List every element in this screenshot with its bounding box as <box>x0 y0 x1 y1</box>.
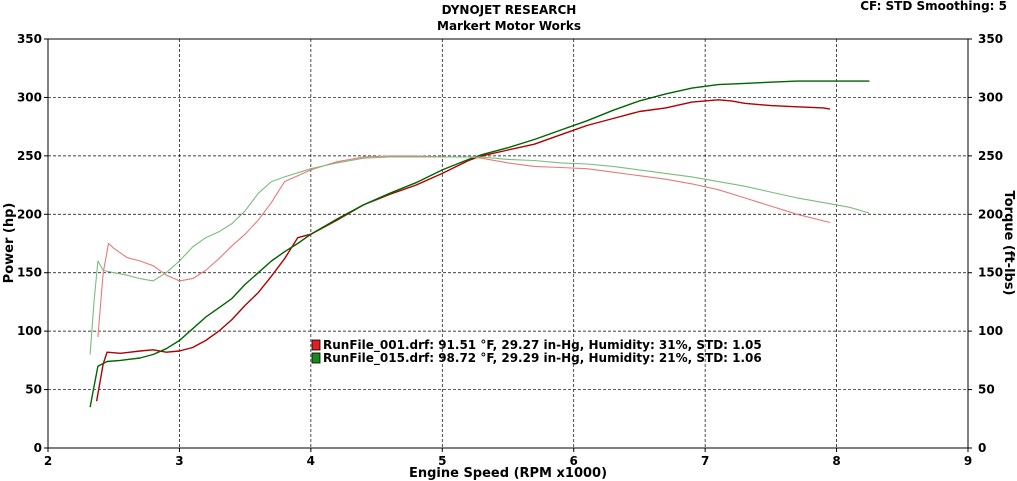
y-tick-label-right: 150 <box>978 266 1003 280</box>
y-tick-label-left: 150 <box>17 266 42 280</box>
legend-label-run-001: RunFile_001.drf: 91.51 °F, 29.27 in-Hg, … <box>323 338 762 353</box>
chart-subtitle: Markert Motor Works <box>437 19 581 33</box>
legend-item-run-015: RunFile_015.drf: 98.72 °F, 29.29 in-Hg, … <box>311 351 762 366</box>
y-tick-label-right: 0 <box>978 441 986 455</box>
settings-readout: CF: STD Smoothing: 5 <box>860 0 1007 13</box>
series-layer <box>89 80 870 408</box>
y-tick-label-right: 250 <box>978 149 1003 163</box>
y-tick-label-left: 300 <box>17 90 42 104</box>
x-tick-label: 4 <box>307 454 315 468</box>
y-tick-label-right: 100 <box>978 324 1003 338</box>
y-tick-label-left: 350 <box>17 32 42 46</box>
x-tick-label: 3 <box>175 454 183 468</box>
x-axis-label: Engine Speed (RPM x1000) <box>409 466 607 481</box>
y-tick-label-right: 200 <box>978 207 1003 221</box>
y-tick-label-left: 0 <box>34 441 42 455</box>
legend-label-run-015: RunFile_015.drf: 98.72 °F, 29.29 in-Hg, … <box>323 351 762 366</box>
torque-line-runfile-015 <box>89 156 870 355</box>
y-tick-label-right: 300 <box>978 90 1003 104</box>
legend: RunFile_001.drf: 91.51 °F, 29.27 in-Hg, … <box>311 338 762 366</box>
y-tick-label-left: 100 <box>17 324 42 338</box>
x-tick-label: 2 <box>44 454 52 468</box>
x-tick-label: 9 <box>964 454 972 468</box>
power-line-runfile-015 <box>89 80 870 408</box>
torque-line-runfile-001 <box>97 155 831 338</box>
x-tick-label: 8 <box>832 454 840 468</box>
grid <box>48 39 968 448</box>
chart-title: DYNOJET RESEARCH <box>442 3 577 17</box>
x-tick-label: 5 <box>438 454 446 468</box>
x-tick-label: 7 <box>701 454 709 468</box>
y-tick-label-left: 250 <box>17 149 42 163</box>
y-tick-label-right: 50 <box>978 383 995 397</box>
y-tick-label-right: 350 <box>978 32 1003 46</box>
x-tick-label: 6 <box>570 454 578 468</box>
axis-ticks: 0 0 50 50 100 100 150 150 200 200 250 250 300 300 350 3… <box>17 32 1003 468</box>
y-axis-label-left: Power (hp) <box>2 203 17 284</box>
legend-item-run-001: RunFile_001.drf: 91.51 °F, 29.27 in-Hg, … <box>311 338 762 353</box>
legend-swatch-run-001 <box>311 339 321 351</box>
legend-swatch-run-015 <box>311 352 321 364</box>
y-tick-label-left: 200 <box>17 207 42 221</box>
y-axis-label-right: Torque (ft-lbs) <box>1001 190 1016 295</box>
y-tick-label-left: 50 <box>25 383 42 397</box>
plot-frame <box>47 38 969 449</box>
